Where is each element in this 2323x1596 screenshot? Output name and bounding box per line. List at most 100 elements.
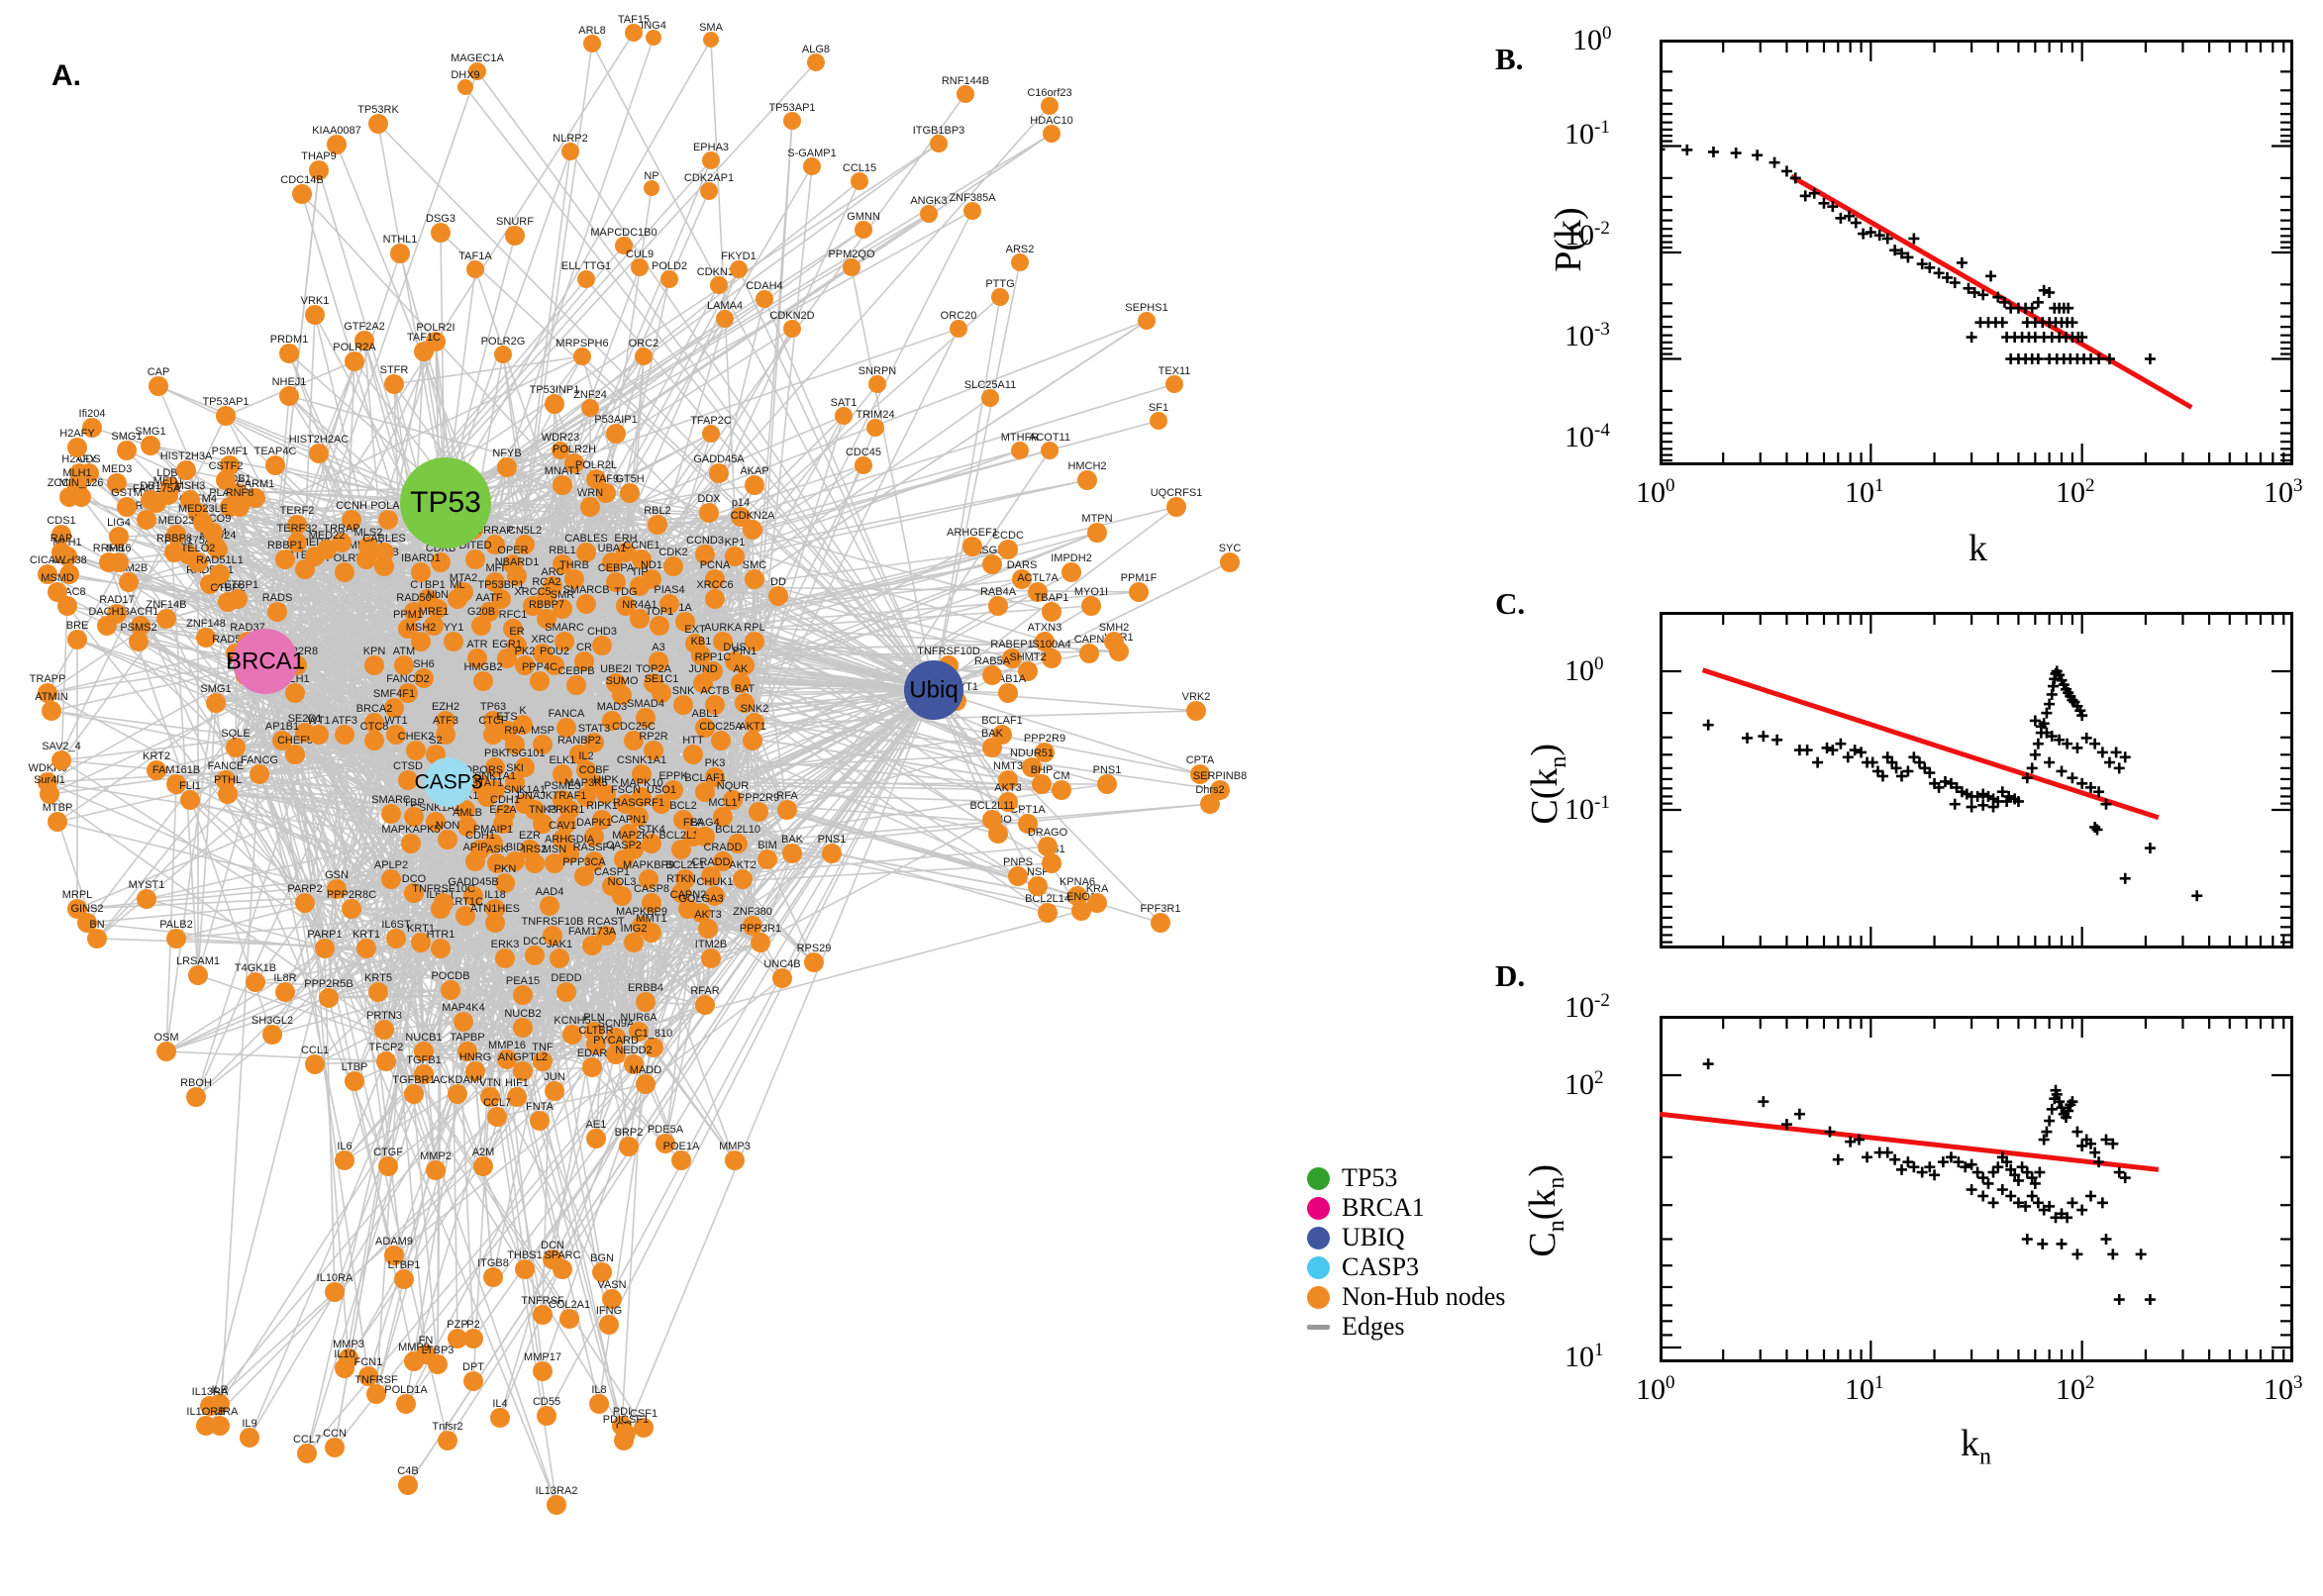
network-node[interactable]: STAT3 [578, 723, 611, 752]
node-circle[interactable] [596, 784, 616, 804]
node-circle[interactable] [1200, 794, 1220, 814]
network-node[interactable]: GADD45A [693, 453, 745, 483]
network-node[interactable]: ORC2 [629, 338, 659, 365]
node-circle[interactable] [156, 609, 176, 629]
network-node[interactable]: ASK [486, 844, 509, 873]
node-circle[interactable] [1042, 602, 1061, 622]
node-circle[interactable] [705, 767, 725, 787]
network-node[interactable]: MLS2 [354, 527, 383, 556]
node-circle[interactable] [650, 616, 669, 636]
network-node[interactable]: ELK1 [550, 754, 576, 784]
node-circle[interactable] [137, 510, 156, 530]
network-node[interactable]: RNF144B [942, 75, 989, 103]
network-node[interactable]: NMT3 [993, 760, 1023, 790]
network-node[interactable]: NUCB2 [504, 1008, 542, 1038]
network-node[interactable]: KPN [363, 646, 386, 675]
node-circle[interactable] [188, 965, 208, 985]
node-circle[interactable] [335, 1358, 354, 1378]
node-circle[interactable] [683, 745, 703, 764]
network-node[interactable]: EPPK [658, 770, 688, 800]
node-circle[interactable] [384, 374, 404, 394]
node-circle[interactable] [1052, 780, 1071, 800]
network-node[interactable]: TRRAP [323, 523, 360, 552]
network-node[interactable]: DCO [402, 873, 427, 903]
node-circle[interactable] [629, 807, 649, 827]
node-circle[interactable] [636, 1074, 656, 1094]
network-node[interactable]: IRS2 [523, 844, 547, 873]
network-node[interactable]: AKAP [740, 465, 769, 495]
network-node[interactable]: ML [448, 579, 467, 609]
node-circle[interactable] [1018, 814, 1038, 834]
node-circle[interactable] [59, 564, 79, 584]
node-circle[interactable] [596, 926, 616, 946]
node-circle[interactable] [327, 135, 347, 154]
network-node[interactable]: RFAR [690, 985, 720, 1015]
node-circle[interactable] [51, 543, 71, 562]
network-node[interactable]: LTBP [342, 1061, 368, 1091]
network-node[interactable]: PCNA [700, 559, 731, 589]
node-circle[interactable] [745, 632, 764, 651]
node-circle[interactable] [364, 655, 384, 675]
network-node[interactable]: TGFB1 [406, 1054, 442, 1084]
network-node[interactable]: ZNF24 [573, 389, 607, 417]
network-node[interactable]: PALB2 [159, 919, 193, 948]
node-circle[interactable] [663, 556, 683, 576]
network-node[interactable]: TNK3 [529, 804, 556, 834]
network-node[interactable]: TAF1A [458, 250, 492, 278]
network-node[interactable]: RCA2 [532, 576, 561, 606]
network-node[interactable]: SH6 [413, 658, 435, 688]
node-circle[interactable] [772, 968, 792, 988]
network-node[interactable]: CHD3 [587, 626, 617, 655]
node-circle[interactable] [743, 731, 762, 750]
network-node[interactable]: TDG [614, 586, 638, 616]
network-node[interactable]: TP53BP1 [477, 579, 525, 609]
network-node[interactable]: CCL1 [301, 1045, 329, 1074]
node-circle[interactable] [671, 1150, 691, 1170]
node-circle[interactable] [477, 787, 497, 807]
network-node[interactable]: STK4 [638, 824, 665, 853]
node-circle[interactable] [1011, 253, 1029, 271]
node-circle[interactable] [725, 1150, 745, 1170]
node-circle[interactable] [851, 172, 868, 190]
network-node[interactable]: IFNG [596, 1305, 622, 1335]
node-circle[interactable] [691, 903, 711, 923]
node-circle[interactable] [166, 929, 186, 948]
network-node[interactable]: AKT3 [994, 782, 1022, 812]
network-node[interactable]: BRE [66, 620, 89, 649]
network-node[interactable]: TNFRSF10B [522, 916, 584, 946]
node-circle[interactable] [620, 483, 640, 503]
node-circle[interactable] [374, 1020, 394, 1040]
network-node[interactable]: VRK1 [301, 295, 330, 325]
node-circle[interactable] [1061, 562, 1081, 582]
node-circle[interactable] [920, 205, 938, 223]
node-circle[interactable] [483, 711, 503, 731]
network-node[interactable]: HMCH2 [1067, 460, 1107, 490]
network-node[interactable]: SNK [672, 685, 695, 715]
node-circle[interactable] [1138, 312, 1156, 330]
node-circle[interactable] [71, 487, 91, 507]
node-circle[interactable] [48, 812, 67, 832]
node-circle[interactable] [533, 1305, 553, 1325]
network-node[interactable]: TOP1 [646, 606, 674, 636]
network-node[interactable]: BCL2L11 [658, 830, 704, 859]
network-node[interactable]: NbN [427, 589, 449, 619]
node-circle[interactable] [602, 1289, 622, 1309]
node-circle[interactable] [695, 827, 715, 847]
network-node[interactable]: DDX [697, 493, 721, 523]
network-node[interactable]: TNFRSF [521, 1295, 564, 1325]
node-circle[interactable] [606, 424, 626, 444]
network-node[interactable]: GINS2 [70, 903, 104, 933]
network-node[interactable]: TBAP1 [1035, 592, 1069, 622]
node-circle[interactable] [390, 244, 410, 263]
network-node[interactable]: CDC45 [846, 447, 881, 474]
node-circle[interactable] [644, 1038, 663, 1057]
node-circle[interactable] [569, 745, 589, 764]
node-circle[interactable] [822, 844, 842, 863]
node-circle[interactable] [491, 589, 511, 609]
node-circle[interactable] [246, 972, 265, 992]
node-circle[interactable] [663, 780, 683, 800]
node-circle[interactable] [625, 24, 643, 42]
node-circle[interactable] [206, 693, 226, 713]
network-node[interactable]: MMP2 [420, 1150, 452, 1180]
network-node[interactable]: FKYD1 [721, 250, 757, 278]
